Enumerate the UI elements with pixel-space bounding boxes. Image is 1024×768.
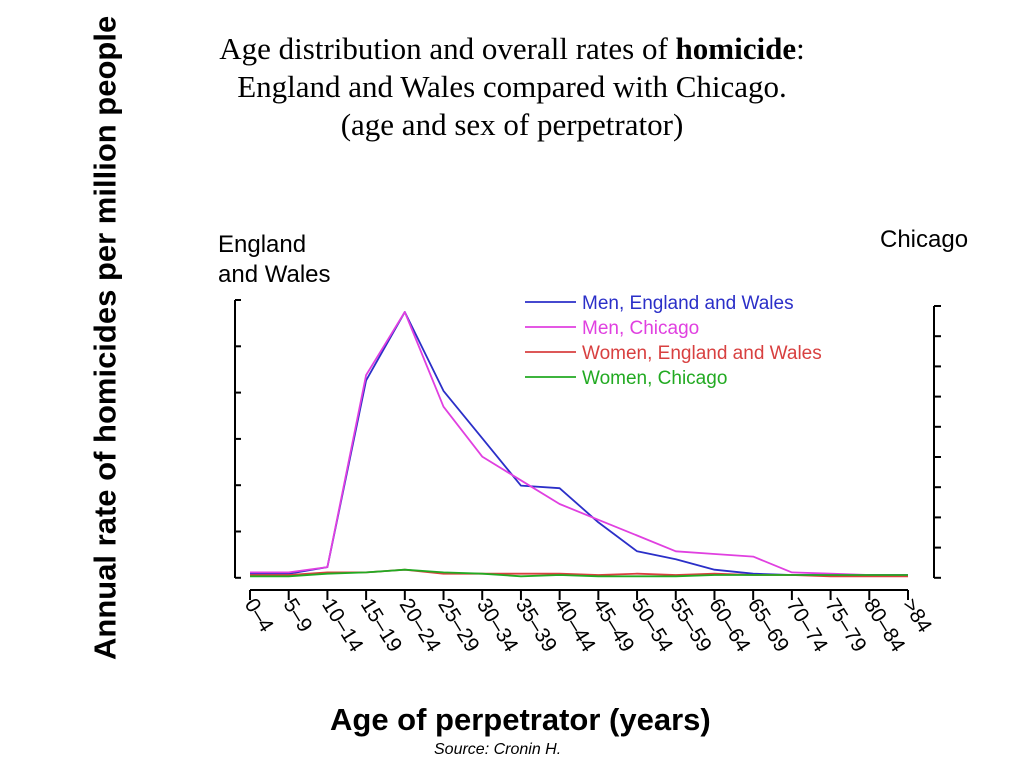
title-bold-word: homicide [675,31,797,66]
x-tick-label: 0–4 [240,594,278,636]
title-line-1-text: Age distribution and overall rates of [219,31,676,66]
page-title: Age distribution and overall rates of ho… [0,30,1024,144]
title-line-1: Age distribution and overall rates of ho… [0,30,1024,68]
legend-label-2: Men, Chicago [582,318,699,339]
title-colon: : [796,31,805,66]
series-line-2 [250,311,908,576]
title-line-2: England and Wales compared with Chicago. [237,69,787,104]
source-note: Source: Cronin H. [434,741,562,758]
legend-label-1: Men, England and Wales [582,293,794,314]
left-axis-label: England and Wales [218,231,331,288]
legend-label-3: Women, England and Wales [582,343,822,364]
series-line-4 [250,568,908,578]
title-line-3: (age and sex of perpetrator) [340,107,684,142]
x-tick-label: >84 [898,594,937,637]
legend-label-4: Women, Chicago [582,368,727,389]
x-tick-label: 5–9 [278,594,316,636]
x-axis-title: Age of perpetrator (years) [330,702,711,737]
right-axis-label: Chicago [880,226,969,253]
